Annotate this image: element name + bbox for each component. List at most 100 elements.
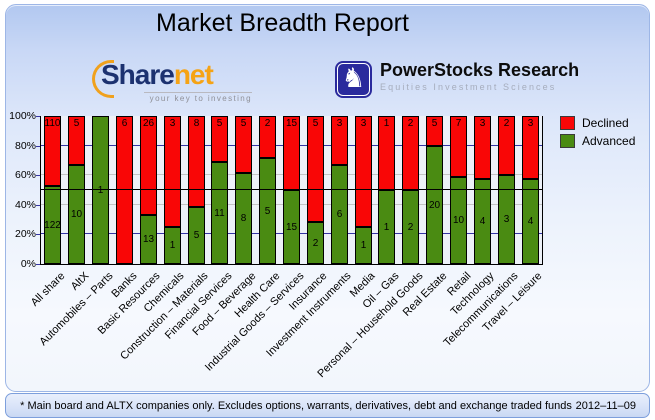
footer-note: * Main board and ALTX companies only. Ex…	[20, 399, 572, 412]
declined-swatch-icon	[560, 116, 575, 130]
advanced-count-label: 2	[312, 238, 319, 249]
bar-declined-6	[164, 116, 181, 227]
declined-count-label: 15	[285, 118, 298, 129]
footer-panel: * Main board and ALTX companies only. Ex…	[5, 393, 650, 418]
advanced-count-label: 1	[97, 185, 104, 196]
declined-count-label: 5	[73, 118, 80, 129]
bar-declined-13	[331, 116, 348, 165]
advanced-count-label: 1	[360, 240, 367, 251]
powerstocks-text: PowerStocks Research Equities Investment…	[380, 60, 579, 92]
advanced-swatch-icon	[560, 134, 575, 148]
declined-count-label: 2	[503, 118, 510, 129]
advanced-count-label: 6	[336, 209, 343, 220]
y-tick-mark	[36, 234, 40, 236]
advanced-count-label: 1	[169, 240, 176, 251]
declined-count-label: 2	[407, 118, 414, 129]
bar-declined-1	[44, 116, 61, 186]
y-tick-label-20: 20%	[14, 228, 36, 241]
bar-advanced-15	[378, 190, 395, 264]
y-tick-mark	[36, 264, 40, 265]
y-tick-label-100: 100%	[9, 110, 36, 122]
y-tick-label-60: 60%	[14, 169, 36, 182]
advanced-count-label: 8	[240, 213, 247, 224]
sharenet-swoosh-icon	[92, 60, 114, 98]
declined-count-label: 1	[383, 118, 390, 129]
y-tick-mark	[36, 204, 40, 206]
bar-advanced-21	[522, 179, 539, 264]
y-tick-mark	[36, 145, 40, 147]
bar-advanced-7	[188, 207, 205, 264]
bar-advanced-12	[307, 222, 324, 264]
bar-declined-19	[474, 116, 491, 179]
bar-declined-9	[235, 116, 252, 173]
legend-label-advanced: Advanced	[582, 134, 636, 148]
bar-declined-7	[188, 116, 205, 207]
bar-declined-2	[68, 116, 85, 165]
sharenet-logo: Sharenet your key to investing	[92, 59, 262, 105]
bar-declined-5	[140, 116, 157, 215]
bar-advanced-11	[283, 190, 300, 264]
powerstocks-logo: ♞ PowerStocks Research Equities Investme…	[335, 60, 579, 102]
bar-advanced-14	[355, 227, 372, 264]
bar-advanced-10	[259, 158, 276, 264]
advanced-count-label: 1	[383, 222, 390, 233]
reference-line-50pct	[41, 189, 542, 190]
bar-declined-18	[450, 116, 467, 177]
bar-advanced-16	[402, 190, 419, 264]
sharenet-word-net: net	[173, 59, 214, 90]
bar-declined-12	[307, 116, 324, 222]
powerstocks-name: PowerStocks Research	[380, 60, 580, 80]
chess-knight-icon: ♞	[341, 63, 366, 93]
sharenet-word-share: Share	[101, 59, 175, 90]
bar-advanced-1	[44, 186, 61, 264]
bar-advanced-18	[450, 177, 467, 264]
declined-count-label: 7	[455, 118, 462, 129]
powerstocks-badge: ♞	[335, 61, 372, 98]
legend-item-advanced: Advanced	[560, 134, 635, 148]
bar-declined-20	[498, 116, 515, 175]
declined-count-label: 8	[193, 118, 200, 129]
chart-legend: Declined Advanced	[560, 116, 635, 148]
declined-count-label: 2	[264, 118, 271, 129]
powerstocks-tagline: Equities Investment Sciences	[380, 82, 557, 92]
y-tick-label-40: 40%	[14, 198, 36, 211]
breadth-chart-plot: 110 122 5 10 1 6 26 13 3 1 8 5 5 11 5 8 2 5 15 15 5 2 3 6 3 1 1 1 2 2…	[40, 116, 543, 265]
page-title: Market Breadth Report	[156, 9, 409, 37]
y-tick-label-0: 0%	[20, 258, 36, 270]
declined-count-label: 3	[479, 118, 486, 129]
y-tick-mark	[36, 116, 40, 117]
bar-declined-10	[259, 116, 276, 158]
advanced-count-label: 15	[285, 222, 298, 233]
legend-item-declined: Declined	[560, 116, 635, 130]
advanced-count-label: 2	[407, 222, 414, 233]
declined-count-label: 110	[44, 118, 61, 129]
declined-count-label: 6	[121, 118, 128, 129]
declined-count-label: 5	[216, 118, 223, 129]
bar-advanced-3	[92, 116, 109, 264]
advanced-count-label: 5	[193, 230, 200, 241]
declined-count-label: 3	[169, 118, 176, 129]
declined-count-label: 26	[142, 118, 155, 129]
advanced-count-label: 20	[428, 200, 441, 211]
bar-advanced-9	[235, 173, 252, 264]
sharenet-wordmark: Sharenet	[101, 59, 214, 91]
advanced-count-label: 4	[527, 216, 534, 227]
declined-count-label: 3	[527, 118, 534, 129]
declined-count-label: 3	[360, 118, 367, 129]
advanced-count-label: 11	[214, 208, 225, 219]
bar-advanced-20	[498, 175, 515, 264]
declined-count-label: 5	[431, 118, 438, 129]
y-tick-label-80: 80%	[14, 139, 36, 152]
declined-count-label: 3	[336, 118, 343, 129]
advanced-count-label: 13	[142, 234, 155, 245]
bar-advanced-19	[474, 179, 491, 264]
advanced-count-label: 122	[44, 220, 61, 231]
bar-advanced-5	[140, 215, 157, 264]
advanced-count-label: 10	[70, 209, 83, 220]
advanced-count-label: 10	[452, 215, 465, 226]
declined-count-label: 5	[312, 118, 319, 129]
bar-declined-8	[211, 116, 228, 162]
bar-declined-14	[355, 116, 372, 227]
bar-declined-4	[116, 116, 133, 264]
